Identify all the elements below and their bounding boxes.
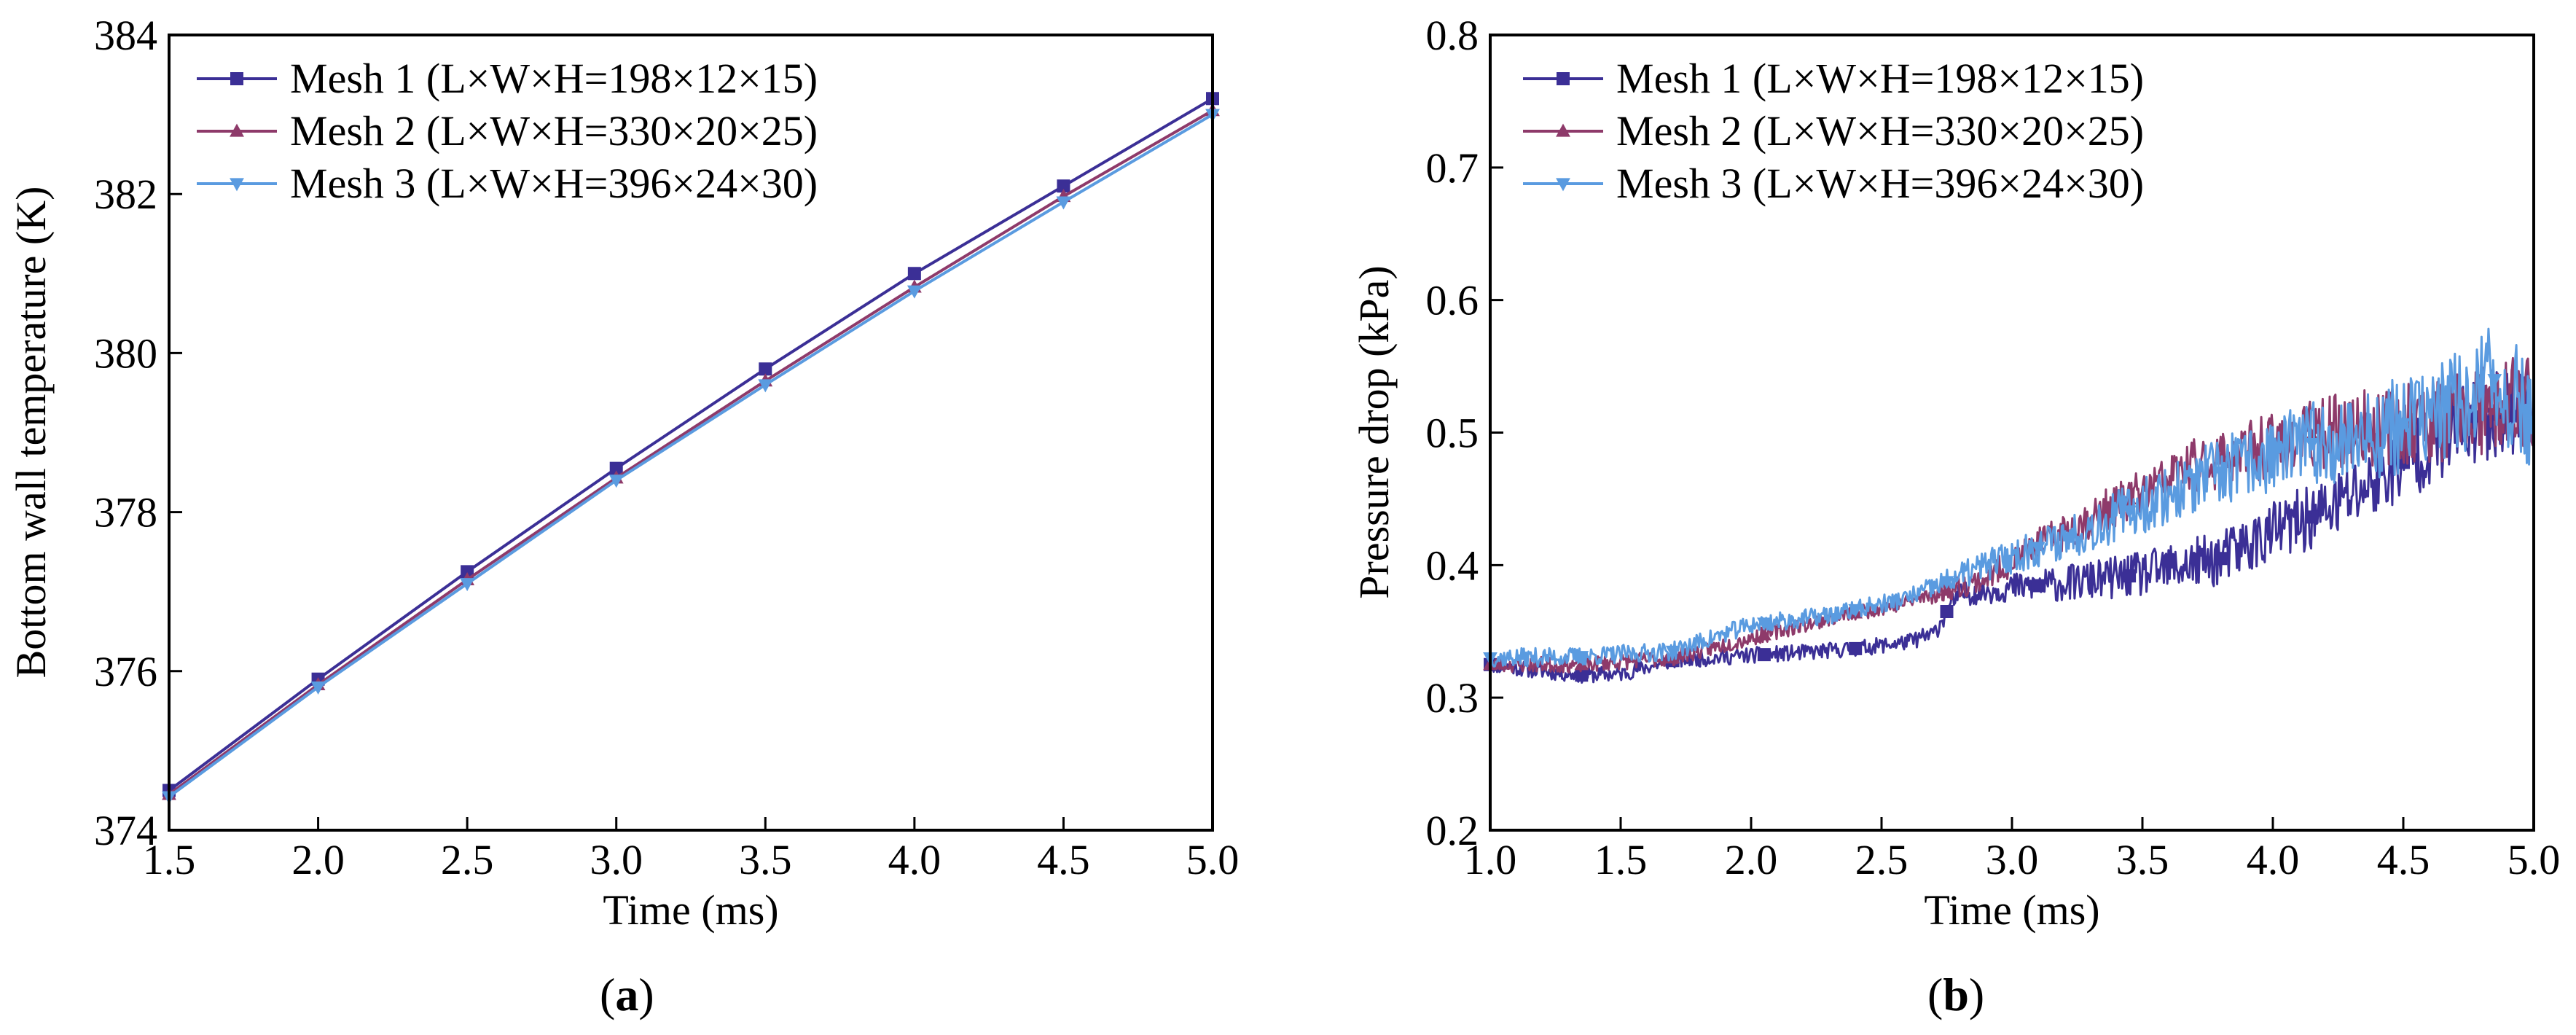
chart-b-series-3-point xyxy=(2030,542,2045,555)
chart-b-x-tick-label: 1.0 xyxy=(1464,836,1517,883)
chart-a-series-1-point xyxy=(1057,179,1070,193)
chart-a-x-tick-label: 3.0 xyxy=(590,836,643,883)
chart-a-legend-label-2: Mesh 2 (L×W×H=330×20×25) xyxy=(290,107,818,155)
chart-a-x-axis-title: Time (ms) xyxy=(603,886,778,934)
chart-a-legend-label-3: Mesh 3 (L×W×H=396×24×30) xyxy=(290,160,818,207)
chart-b-y-tick-label: 0.3 xyxy=(1426,674,1479,722)
chart-b-legend-marker-1 xyxy=(1557,72,1570,85)
chart-b-series-3-point xyxy=(2122,505,2137,519)
chart-b-y-tick-label: 0.2 xyxy=(1426,807,1479,854)
chart-b-legend-label-2: Mesh 2 (L×W×H=330×20×25) xyxy=(1616,107,2144,155)
chart-a-series-2-line xyxy=(168,109,1213,796)
chart-b-series-3-point xyxy=(1665,645,1680,659)
chart-a-legend: Mesh 1 (L×W×H=198×12×15) Mesh 2 (L×W×H=33… xyxy=(197,55,818,207)
chart-b-series-layer xyxy=(1483,327,2535,684)
chart-a-series-3-point xyxy=(907,285,922,299)
chart-b-x-tick-label: 2.0 xyxy=(1725,836,1778,883)
chart-b-y-tick-label: 0.5 xyxy=(1426,410,1479,457)
chart-a-y-tick-label: 376 xyxy=(94,648,157,695)
chart-b-legend-label-1: Mesh 1 (L×W×H=198×12×15) xyxy=(1616,55,2144,102)
chart-a-series-1-point xyxy=(609,461,623,475)
chart-b-x-tick-label: 2.5 xyxy=(1855,836,1908,883)
chart-a-y-axis-title: Bottom wall temperature (K) xyxy=(7,187,55,679)
chart-a-legend-marker-1 xyxy=(230,72,243,85)
chart-b-series-1-point xyxy=(1575,668,1589,682)
chart-a-x-tick-label: 2.0 xyxy=(291,836,345,883)
chart-a-x-tick-label: 3.5 xyxy=(739,836,792,883)
chart-a-series-3-point xyxy=(310,681,326,695)
chart-a-x-tick-label: 5.0 xyxy=(1186,836,1240,883)
chart-b-series-3-line xyxy=(1489,327,2535,668)
chart-b-series-3-point xyxy=(2304,438,2319,452)
chart-b-y-tick-label: 0.8 xyxy=(1426,12,1479,59)
chart-b-x-tick-label: 3.5 xyxy=(2116,836,2169,883)
chart-b-x-tick-label: 5.0 xyxy=(2508,836,2561,883)
chart-a-x-tick-label: 2.5 xyxy=(441,836,494,883)
chart-b-y-axis-title: Pressure drop (kPa) xyxy=(1350,265,1398,598)
chart-b-y-tick-label: 0.4 xyxy=(1426,542,1479,589)
chart-b-legend-label-3: Mesh 3 (L×W×H=396×24×30) xyxy=(1616,160,2144,207)
chart-b: 1.0 1.5 2.0 2.5 3.0 3.5 4.0 4.5 5.0 0.2 0.3 0.4 0.5 0… xyxy=(1350,12,2560,1020)
chart-a-y-tick-label: 380 xyxy=(94,329,157,377)
chart-b-series-2-point xyxy=(1757,627,1772,641)
chart-a-legend-marker-3 xyxy=(230,178,244,192)
chart-b-series-3-point xyxy=(1939,576,1954,590)
chart-b-series-1-point xyxy=(1849,641,1863,655)
chart-a-series-3-line xyxy=(168,113,1214,798)
chart-b-ticks: 1.0 1.5 2.0 2.5 3.0 3.5 4.0 4.5 5.0 0.2 0.3 0.4 0.5 0… xyxy=(1426,12,2561,883)
chart-a-x-tick-label: 1.5 xyxy=(143,836,196,883)
chart-b-y-tick-label: 0.6 xyxy=(1426,277,1479,324)
chart-a-legend-marker-2 xyxy=(230,123,244,137)
chart-a-y-tick-label: 378 xyxy=(94,489,157,536)
chart-a-series-3-point xyxy=(758,379,773,393)
chart-b-x-tick-label: 3.0 xyxy=(1986,836,2039,883)
chart-b-series-3-point xyxy=(2487,374,2502,388)
chart-b-series-1-point xyxy=(1757,648,1771,662)
chart-b-series-3-point xyxy=(2213,466,2228,480)
chart-a-series-1-line xyxy=(168,97,1214,792)
chart-b-series-3-point xyxy=(1848,604,1863,617)
chart-b-series-3-point xyxy=(1757,617,1772,631)
chart-b-series-1-point xyxy=(1940,604,1954,618)
chart-b-panel-label: (b) xyxy=(1927,969,1984,1020)
chart-a-series-1-point xyxy=(907,267,921,281)
chart-b-series-1-point xyxy=(2305,510,2319,524)
chart-a-frame xyxy=(168,34,1214,832)
chart-b-series-1-point xyxy=(2123,569,2137,583)
chart-a-x-tick-label: 4.0 xyxy=(888,836,941,883)
chart-b-series-2-point xyxy=(1939,582,1954,596)
chart-b-y-tick-label: 0.7 xyxy=(1426,144,1479,192)
chart-b-series-1-point xyxy=(2031,579,2045,593)
chart-b-legend: Mesh 1 (L×W×H=198×12×15) Mesh 2 (L×W×H=33… xyxy=(1523,55,2144,207)
chart-b-x-tick-label: 4.5 xyxy=(2377,836,2430,883)
chart-a-y-tick-label: 374 xyxy=(94,807,157,854)
chart-a-series-3-point xyxy=(1056,196,1071,210)
chart-a: 1.5 2.0 2.5 3.0 3.5 4.0 4.5 5.0 374 376 378 380 382 3… xyxy=(7,12,1239,1020)
chart-a-x-tick-label: 4.5 xyxy=(1037,836,1090,883)
chart-b-x-tick-label: 4.0 xyxy=(2247,836,2300,883)
chart-a-y-tick-label: 382 xyxy=(94,171,157,218)
chart-a-legend-label-1: Mesh 1 (L×W×H=198×12×15) xyxy=(290,55,818,102)
chart-a-y-tick-label: 384 xyxy=(94,12,157,59)
chart-b-x-axis-title: Time (ms) xyxy=(1924,886,2099,934)
chart-a-series-3-point xyxy=(608,474,624,488)
chart-b-legend-marker-3 xyxy=(1556,178,1570,192)
chart-a-series-layer xyxy=(162,92,1220,805)
chart-b-series-3-point xyxy=(1574,651,1589,665)
chart-b-series-1-point xyxy=(2214,552,2228,566)
chart-a-panel-label: (a) xyxy=(600,969,654,1020)
chart-a-ticks: 1.5 2.0 2.5 3.0 3.5 4.0 4.5 5.0 374 376 378 380 382 3… xyxy=(94,12,1239,883)
chart-b-series-3-point xyxy=(2396,418,2411,431)
chart-a-series-3-point xyxy=(460,578,475,592)
chart-a-series-1-point xyxy=(461,565,474,579)
chart-a-series-1-point xyxy=(759,362,772,376)
chart-b-x-tick-label: 1.5 xyxy=(1594,836,1648,883)
chart-b-legend-marker-2 xyxy=(1556,123,1570,137)
